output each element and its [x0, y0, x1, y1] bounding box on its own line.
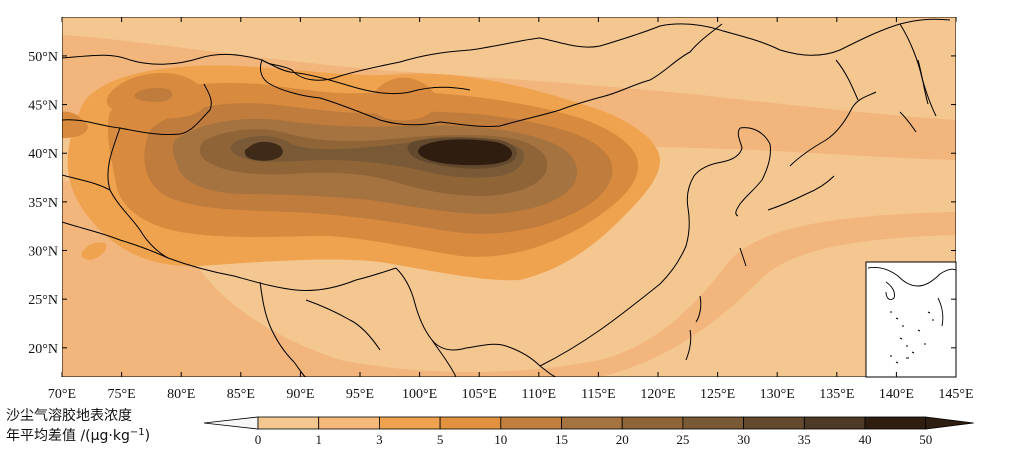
longitude-axis: 70°E 75°E 80°E 85°E 90°E 95°E 100°E 105°E 110°E 1…	[48, 17, 974, 402]
colorbar-segment	[378, 416, 441, 430]
lon-label: 100°E	[402, 387, 437, 402]
lon-label: 115°E	[581, 387, 616, 402]
concentration-blob-west-edge	[62, 111, 88, 138]
concentration-core-taklimakan	[244, 141, 283, 161]
colorbar-segment	[439, 416, 502, 430]
legend: 沙尘气溶胶地表浓度 年平均差值 /(μg·kg−1) 0 1 3 5 10 15 20 25 3…	[6, 407, 974, 447]
lon-label: 85°E	[227, 387, 255, 402]
legend-title-line2: 年平均差值 /(μg·kg−1)	[6, 427, 150, 444]
legend-title-line2-end: )	[145, 428, 150, 444]
concentration-blob-tibet	[81, 242, 107, 260]
lon-label: 90°E	[286, 387, 314, 402]
lat-label: 35°N	[28, 196, 58, 211]
lon-label: 70°E	[48, 387, 76, 402]
lat-label: 25°N	[28, 293, 58, 308]
south-china-sea-inset	[865, 261, 957, 378]
map-panel	[62, 17, 956, 377]
colorbar-extend-low	[203, 416, 259, 430]
lat-label: 45°N	[28, 99, 58, 114]
lat-label: 40°N	[28, 147, 58, 162]
colorbar-tick-label: 3	[376, 432, 383, 447]
concentration-blob-northwest-inner	[134, 87, 173, 102]
concentration-core-alxa	[418, 139, 512, 166]
lon-label: 125°E	[700, 387, 735, 402]
colorbar-tick-label: 30	[737, 432, 750, 447]
country-borders	[62, 18, 951, 377]
colorbar-tick-label: 40	[859, 432, 872, 447]
colorbar-segment	[500, 416, 562, 430]
colorbar-segment	[318, 416, 380, 430]
legend-title-line1: 沙尘气溶胶地表浓度	[6, 407, 132, 424]
colorbar-segment	[743, 416, 805, 430]
colorbar-segment	[621, 416, 684, 430]
colorbar-tick-label: 5	[437, 432, 444, 447]
lon-label: 95°E	[346, 387, 374, 402]
latitude-axis: 50°N 45°N 40°N 35°N 30°N 25°N 20°N	[28, 50, 956, 357]
colorbar-extend-high	[925, 416, 974, 430]
lon-label: 80°E	[167, 387, 195, 402]
colorbar-tick-label: 20	[616, 432, 629, 447]
lon-label: 75°E	[108, 387, 136, 402]
legend-title-line2-main: 年平均差值 /(μg·kg	[6, 428, 130, 444]
colorbar-tick-label: 25	[676, 432, 689, 447]
lon-label: 110°E	[521, 387, 556, 402]
colorbar-segment	[682, 416, 745, 430]
lat-label: 50°N	[28, 50, 58, 65]
colorbar-segment	[561, 416, 623, 430]
colorbar-segment	[864, 416, 927, 430]
lon-label: 145°E	[938, 387, 973, 402]
colorbar-segment	[803, 416, 866, 430]
colorbar-segment	[257, 416, 320, 430]
colorbar-tick-label: 35	[798, 432, 811, 447]
colorbar-tick-label: 0	[255, 432, 262, 447]
colorbar-tick-label: 50	[919, 432, 932, 447]
colorbar-tick-label: 10	[494, 432, 507, 447]
lon-label: 140°E	[879, 387, 914, 402]
lon-label: 120°E	[640, 387, 675, 402]
colorbar-tick-label: 15	[555, 432, 568, 447]
lon-label: 135°E	[819, 387, 854, 402]
colorbar: 0 1 3 5 10 15 20 25 30 35 40 50	[203, 416, 974, 447]
concentration-blob-mongolia	[370, 77, 437, 121]
colorbar-tick-label: 1	[315, 432, 322, 447]
lon-label: 130°E	[760, 387, 795, 402]
lat-label: 30°N	[28, 245, 58, 260]
legend-title-line2-sup: −1	[130, 427, 145, 438]
lat-label: 20°N	[28, 342, 58, 357]
lon-label: 105°E	[462, 387, 497, 402]
